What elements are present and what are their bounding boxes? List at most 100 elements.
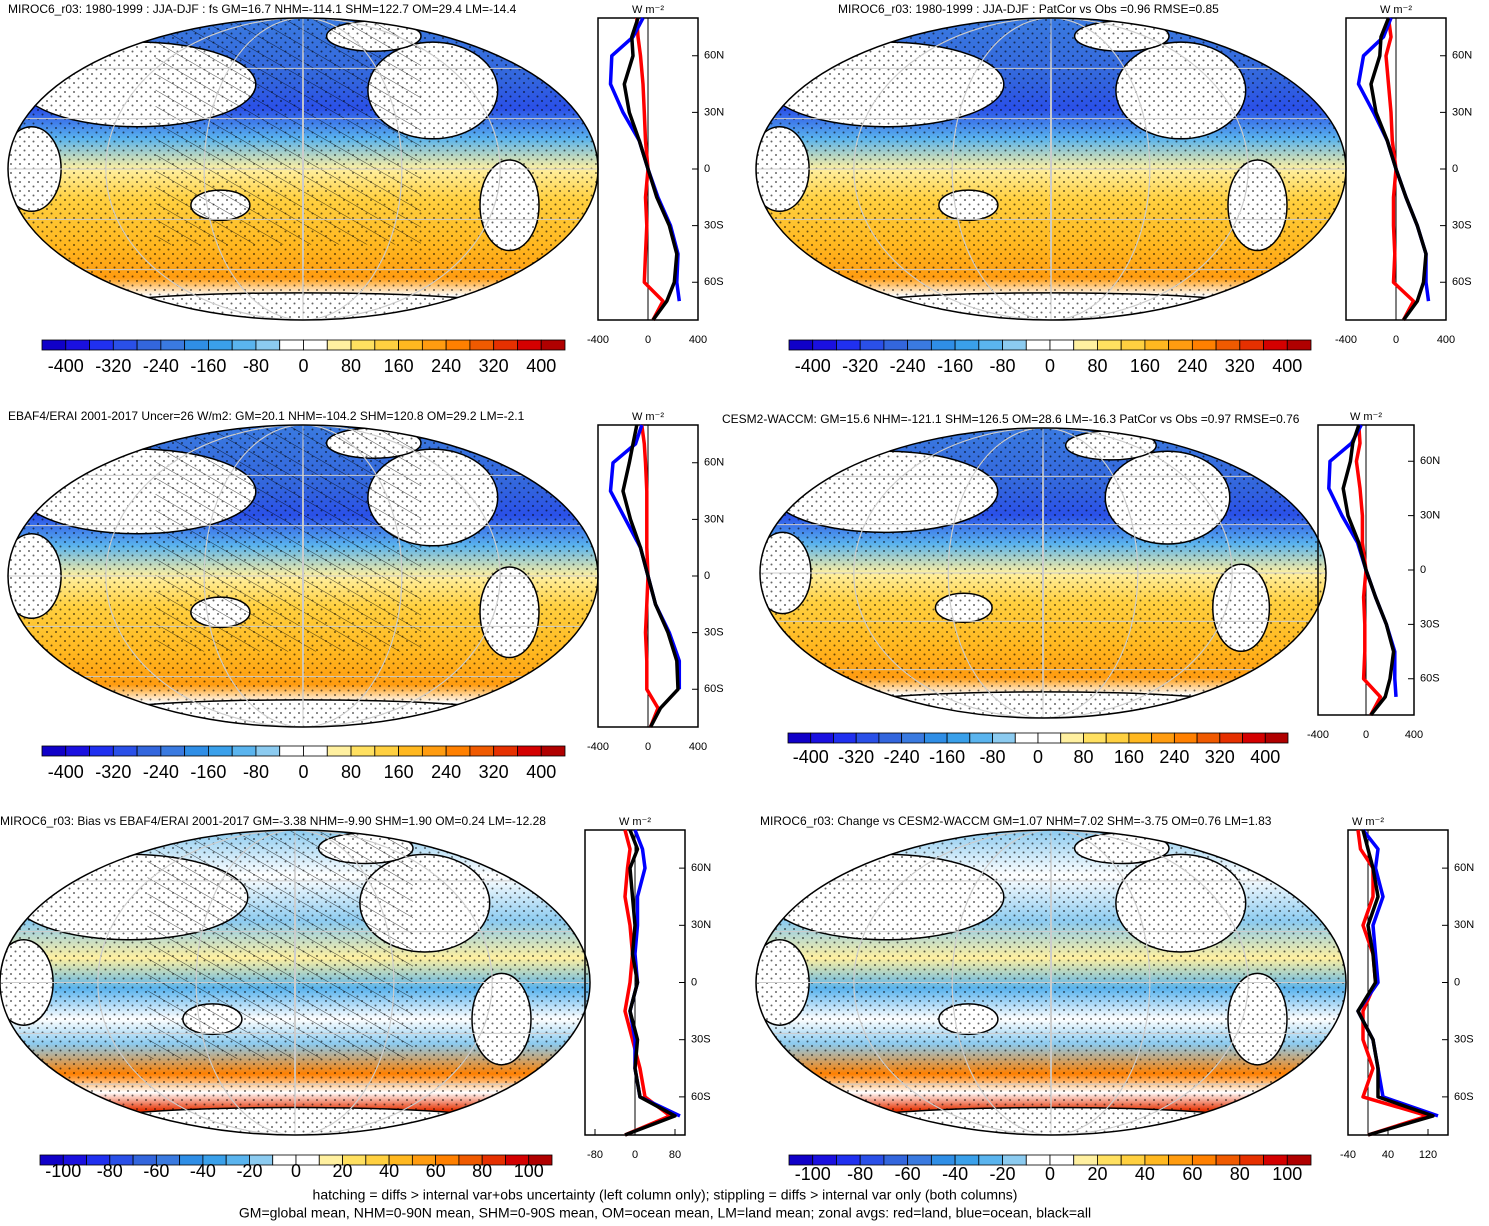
y-tick-label: 60N [1452,50,1472,62]
colorbar-label: 0 [1033,747,1043,767]
map [760,428,1326,718]
graticule [302,425,304,727]
colorbar-box [517,745,542,757]
colorbar-label: -80 [990,356,1016,376]
zonal-line [635,17,665,321]
colorbar-box [208,745,233,757]
y-tick-label: 30N [1454,919,1474,931]
y-tick-label: 0 [1452,163,1458,175]
colorbar-box [112,339,138,351]
graticule [1050,18,1052,320]
zonal-units: W m⁻² [632,411,664,423]
colorbar-box [421,339,447,351]
colorbar-box [1144,339,1170,351]
colorbar-box [1264,732,1289,744]
map [756,830,1346,1135]
x-tick-label: 400 [689,741,707,753]
colorbar-box [930,339,956,351]
colorbar-box [923,732,948,744]
graticule [947,428,1139,718]
zonal-line [624,829,677,1137]
colorbar-box [907,339,932,351]
colorbar-box [65,745,90,757]
graticule [294,830,296,1135]
zonal-line [1356,829,1435,1137]
colorbar-label: 80 [472,1161,492,1181]
colorbar-box [1168,339,1193,351]
y-tick-label: 30N [704,513,724,525]
map [8,425,598,727]
colorbar-label: 160 [384,762,414,782]
colorbar-label: 0 [298,356,308,376]
colorbar-label: 80 [1087,356,1107,376]
map [0,830,590,1135]
zonal-line [640,424,660,728]
colorbar-box [1083,732,1107,744]
colorbar-label: 400 [526,356,556,376]
colorbar-label: 80 [1230,1164,1250,1184]
y-tick-label: 30N [1420,510,1440,522]
colorbar-box [878,732,903,744]
colorbar-label: -80 [243,762,269,782]
colorbar-box [112,745,138,757]
y-tick-label: 30N [1452,106,1472,118]
footer-line: hatching = diffs > internal var+obs unce… [313,1187,1018,1203]
colorbar-label: 0 [1045,356,1055,376]
colorbar-label: 240 [1177,356,1207,376]
zonal-line [623,829,672,1137]
zonal-line [1384,17,1416,321]
x-tick-label: 40 [1382,1149,1394,1161]
colorbar-box [184,339,209,351]
colorbar-box [303,339,328,351]
colorbar-label: -240 [143,356,179,376]
colorbar-label: -320 [842,356,878,376]
colorbar-box [946,732,971,744]
colorbar-label: -160 [937,356,973,376]
graticule [105,425,501,727]
colorbar-box [231,745,257,757]
x-tick-label: 400 [1437,334,1455,346]
colorbar-label: -320 [95,356,131,376]
colorbar-box [517,339,542,351]
panel-title: MIROC6_r03: 1980-1999 : JJA-DJF : PatCor… [838,2,1219,16]
colorbar-label: -40 [942,1164,968,1184]
x-tick-label: 0 [1393,334,1399,346]
x-tick-label: -400 [1307,729,1329,741]
colorbar-label: -240 [884,747,920,767]
x-tick-label: 0 [645,741,651,753]
colorbar-box [1286,1154,1312,1166]
colorbar-box [350,339,376,351]
y-tick-label: 60N [1420,455,1440,467]
graticule [203,18,403,320]
zonal-units: W m⁻² [1380,4,1412,16]
y-tick-label: 30S [691,1034,711,1046]
x-tick-label: 0 [1363,729,1369,741]
colorbar-box [1002,339,1027,351]
colorbar-box [788,339,814,351]
colorbar-label: 80 [341,356,361,376]
map-border [759,427,1327,719]
colorbar-label: 160 [384,356,414,376]
graticule [951,830,1151,1135]
colorbar-label: 80 [341,762,361,782]
y-tick-label: 60S [704,276,724,288]
colorbar-box [978,339,1003,351]
colorbar-box [89,339,114,351]
hatching [147,830,413,1059]
colorbar-box [445,339,471,351]
colorbar-box [1025,339,1051,351]
colorbar-box [89,745,114,757]
colorbar-box [859,339,885,351]
colorbar-label: 60 [1182,1164,1202,1184]
colorbar-box [883,339,909,351]
colorbar-label: -80 [847,1164,873,1184]
colorbar-label: -20 [236,1161,262,1181]
colorbar-label: -240 [143,762,179,782]
colorbar-box [1286,339,1312,351]
colorbar-label: 100 [514,1161,544,1181]
colorbar-label: -400 [48,762,84,782]
colorbar-label: -80 [980,747,1006,767]
y-tick-label: 60S [1452,276,1472,288]
footer-line: GM=global mean, NHM=0-90N mean, SHM=0-90… [239,1205,1091,1221]
